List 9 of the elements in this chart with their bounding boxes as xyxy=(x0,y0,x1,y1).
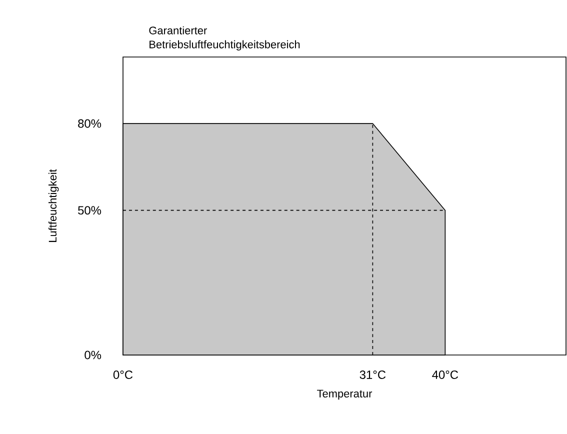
chart-title: Garantierter Betriebsluftfeuchtigkeitsbereich xyxy=(149,26,300,50)
y-tick-label: 0% xyxy=(84,350,102,360)
x-tick-label: 40°C xyxy=(432,370,458,379)
x-tick-label: 0°C xyxy=(113,370,133,379)
x-axis-title: Temperatur xyxy=(317,390,372,400)
y-axis-title: Luftfeuchtigkeit xyxy=(48,169,59,242)
y-tick-label: 50% xyxy=(78,206,102,215)
y-tick-label: 80% xyxy=(78,119,102,128)
x-tick-label: 31°C xyxy=(360,370,386,379)
